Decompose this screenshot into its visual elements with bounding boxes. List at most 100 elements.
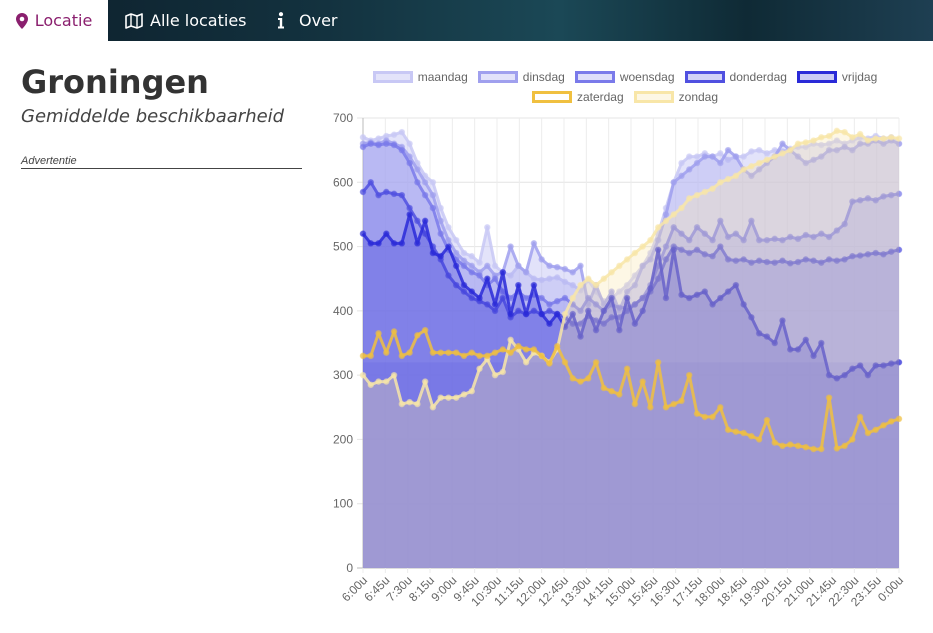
tab-locatie[interactable]: Locatie [0, 0, 108, 41]
data-point [647, 256, 654, 263]
legend-row: zaterdag zondag [330, 90, 920, 104]
series-line [362, 130, 900, 303]
legend-item-dinsdag[interactable]: dinsdag [477, 70, 565, 84]
data-point [802, 256, 810, 263]
data-point [538, 276, 545, 284]
data-point [577, 333, 584, 340]
data-point [608, 294, 615, 302]
data-point [476, 272, 483, 279]
data-point [685, 249, 693, 257]
data-point [398, 400, 406, 408]
data-point [810, 156, 817, 164]
data-point [647, 403, 654, 411]
data-point [818, 445, 825, 453]
data-point [491, 349, 499, 356]
data-point [546, 360, 553, 367]
data-point [452, 249, 460, 257]
data-point [359, 143, 367, 151]
data-point [460, 352, 468, 360]
legend-item-vrijdag[interactable]: vrijdag [796, 70, 877, 84]
data-point [810, 137, 817, 144]
data-point [755, 166, 763, 173]
data-point [880, 362, 887, 369]
data-point [530, 307, 538, 315]
data-point [584, 294, 592, 302]
tab-over[interactable]: Over [277, 0, 337, 41]
y-tick-label: 100 [333, 497, 353, 511]
data-point [740, 166, 747, 173]
data-point [452, 262, 460, 270]
data-point [818, 259, 825, 266]
data-point [522, 346, 530, 353]
data-point [771, 339, 779, 347]
data-point [740, 236, 747, 244]
data-point [833, 445, 841, 452]
data-point [662, 217, 670, 225]
data-point [755, 257, 763, 265]
data-point [717, 294, 724, 302]
legend-item-zaterdag[interactable]: zaterdag [531, 90, 624, 104]
data-point [553, 342, 561, 350]
data-point [849, 146, 856, 154]
data-point [445, 223, 452, 231]
data-point [693, 246, 701, 254]
legend-item-zondag[interactable]: zondag [633, 90, 718, 104]
info-icon [277, 12, 285, 29]
data-point [553, 297, 561, 305]
data-point [717, 217, 724, 225]
data-point [359, 352, 367, 360]
data-point [538, 310, 545, 318]
data-point [460, 249, 468, 257]
data-point [724, 146, 732, 154]
page-title: Groningen [21, 63, 209, 101]
data-point [802, 336, 810, 344]
tab-alle-locaties[interactable]: Alle locaties [125, 0, 247, 41]
data-point [740, 153, 747, 160]
data-point [530, 346, 538, 353]
data-point [841, 442, 848, 450]
data-point [748, 217, 755, 225]
data-point [421, 217, 429, 225]
data-point [429, 249, 437, 257]
data-point [794, 140, 802, 148]
data-point [639, 243, 646, 250]
data-point [818, 230, 825, 238]
data-point [631, 400, 639, 408]
data-point [825, 233, 833, 241]
data-point [623, 288, 631, 295]
data-point [437, 349, 444, 356]
data-point [763, 416, 771, 424]
series-area [363, 140, 899, 568]
data-point [491, 371, 499, 379]
data-point [786, 441, 794, 448]
data-point [375, 378, 382, 385]
data-point [359, 188, 367, 196]
data-point [786, 146, 794, 154]
data-point [647, 285, 654, 292]
data-point [825, 256, 833, 263]
data-point [887, 418, 895, 425]
legend-item-woensdag[interactable]: woensdag [574, 70, 675, 84]
series-line [361, 212, 900, 380]
data-point [895, 246, 903, 254]
data-point [623, 294, 631, 302]
data-point [810, 257, 817, 265]
data-point [732, 153, 740, 160]
data-point [662, 256, 670, 263]
data-point [592, 281, 600, 289]
data-point [709, 301, 716, 308]
data-point [623, 256, 631, 263]
data-point [841, 256, 848, 263]
data-point [717, 243, 724, 250]
data-point [701, 413, 709, 421]
series-dinsdag [359, 137, 903, 568]
data-point [794, 442, 802, 450]
data-point [538, 256, 545, 263]
data-point [584, 307, 592, 315]
data-point [786, 259, 794, 267]
data-point [367, 240, 375, 247]
data-point [577, 307, 584, 315]
legend-item-maandag[interactable]: maandag [372, 70, 468, 84]
legend-item-donderdag[interactable]: donderdag [684, 70, 787, 84]
data-point [872, 426, 879, 434]
